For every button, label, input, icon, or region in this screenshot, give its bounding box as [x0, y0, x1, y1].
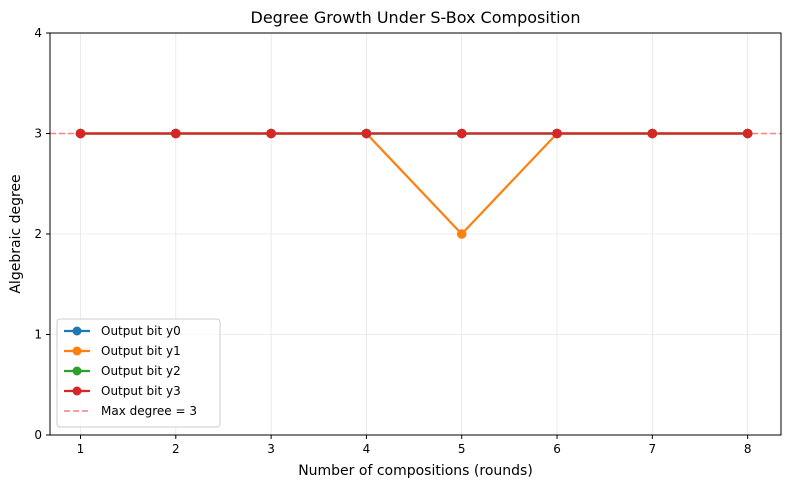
x-tick-label: 3: [267, 442, 275, 456]
series-line: [80, 132, 748, 236]
series-y3: [75, 128, 753, 139]
legend-label: Output bit y1: [101, 344, 181, 358]
chart-title: Degree Growth Under S-Box Composition: [251, 8, 581, 27]
data-point: [266, 128, 276, 139]
legend-label: Max degree = 3: [101, 404, 197, 418]
legend-box: [56, 318, 221, 428]
ticks: 1 2 3 4 5 6 7 8 0 1 2 3 4: [34, 26, 751, 456]
data-point: [552, 128, 562, 139]
legend-swatch-marker: [72, 386, 82, 396]
legend-swatch-marker: [72, 366, 82, 376]
x-tick-label: 2: [172, 442, 180, 456]
data-point: [75, 128, 86, 139]
x-tick-label: 7: [649, 442, 657, 456]
data-point: [361, 128, 372, 139]
data-point: [171, 128, 181, 139]
series-layer: [75, 128, 753, 239]
x-tick-label: 5: [458, 442, 466, 456]
x-tick-label: 6: [553, 442, 561, 456]
data-point: [742, 128, 753, 139]
x-tick-label: 4: [363, 442, 371, 456]
y-tick-label: 1: [34, 328, 42, 342]
y-tick-label: 4: [34, 26, 42, 40]
x-tick-label: 8: [744, 442, 752, 456]
legend-label: Output bit y2: [101, 364, 181, 378]
data-point: [456, 128, 467, 139]
legend: Output bit y0 Output bit y1 Output bit y2 O…: [56, 318, 221, 428]
x-axis-label: Number of compositions (rounds): [298, 463, 533, 479]
y-tick-label: 2: [34, 227, 42, 241]
data-point: [647, 128, 658, 139]
y-tick-label: 3: [34, 127, 42, 141]
legend-label: Output bit y3: [101, 384, 181, 398]
x-tick-label: 1: [77, 442, 85, 456]
series-y1: [75, 128, 753, 239]
legend-swatch-marker: [72, 326, 82, 336]
legend-label: Output bit y0: [101, 324, 181, 338]
data-point: [456, 229, 467, 239]
y-axis-label: Algebraic degree: [8, 174, 24, 293]
y-tick-label: 0: [34, 428, 42, 442]
legend-swatch-marker: [72, 346, 82, 356]
